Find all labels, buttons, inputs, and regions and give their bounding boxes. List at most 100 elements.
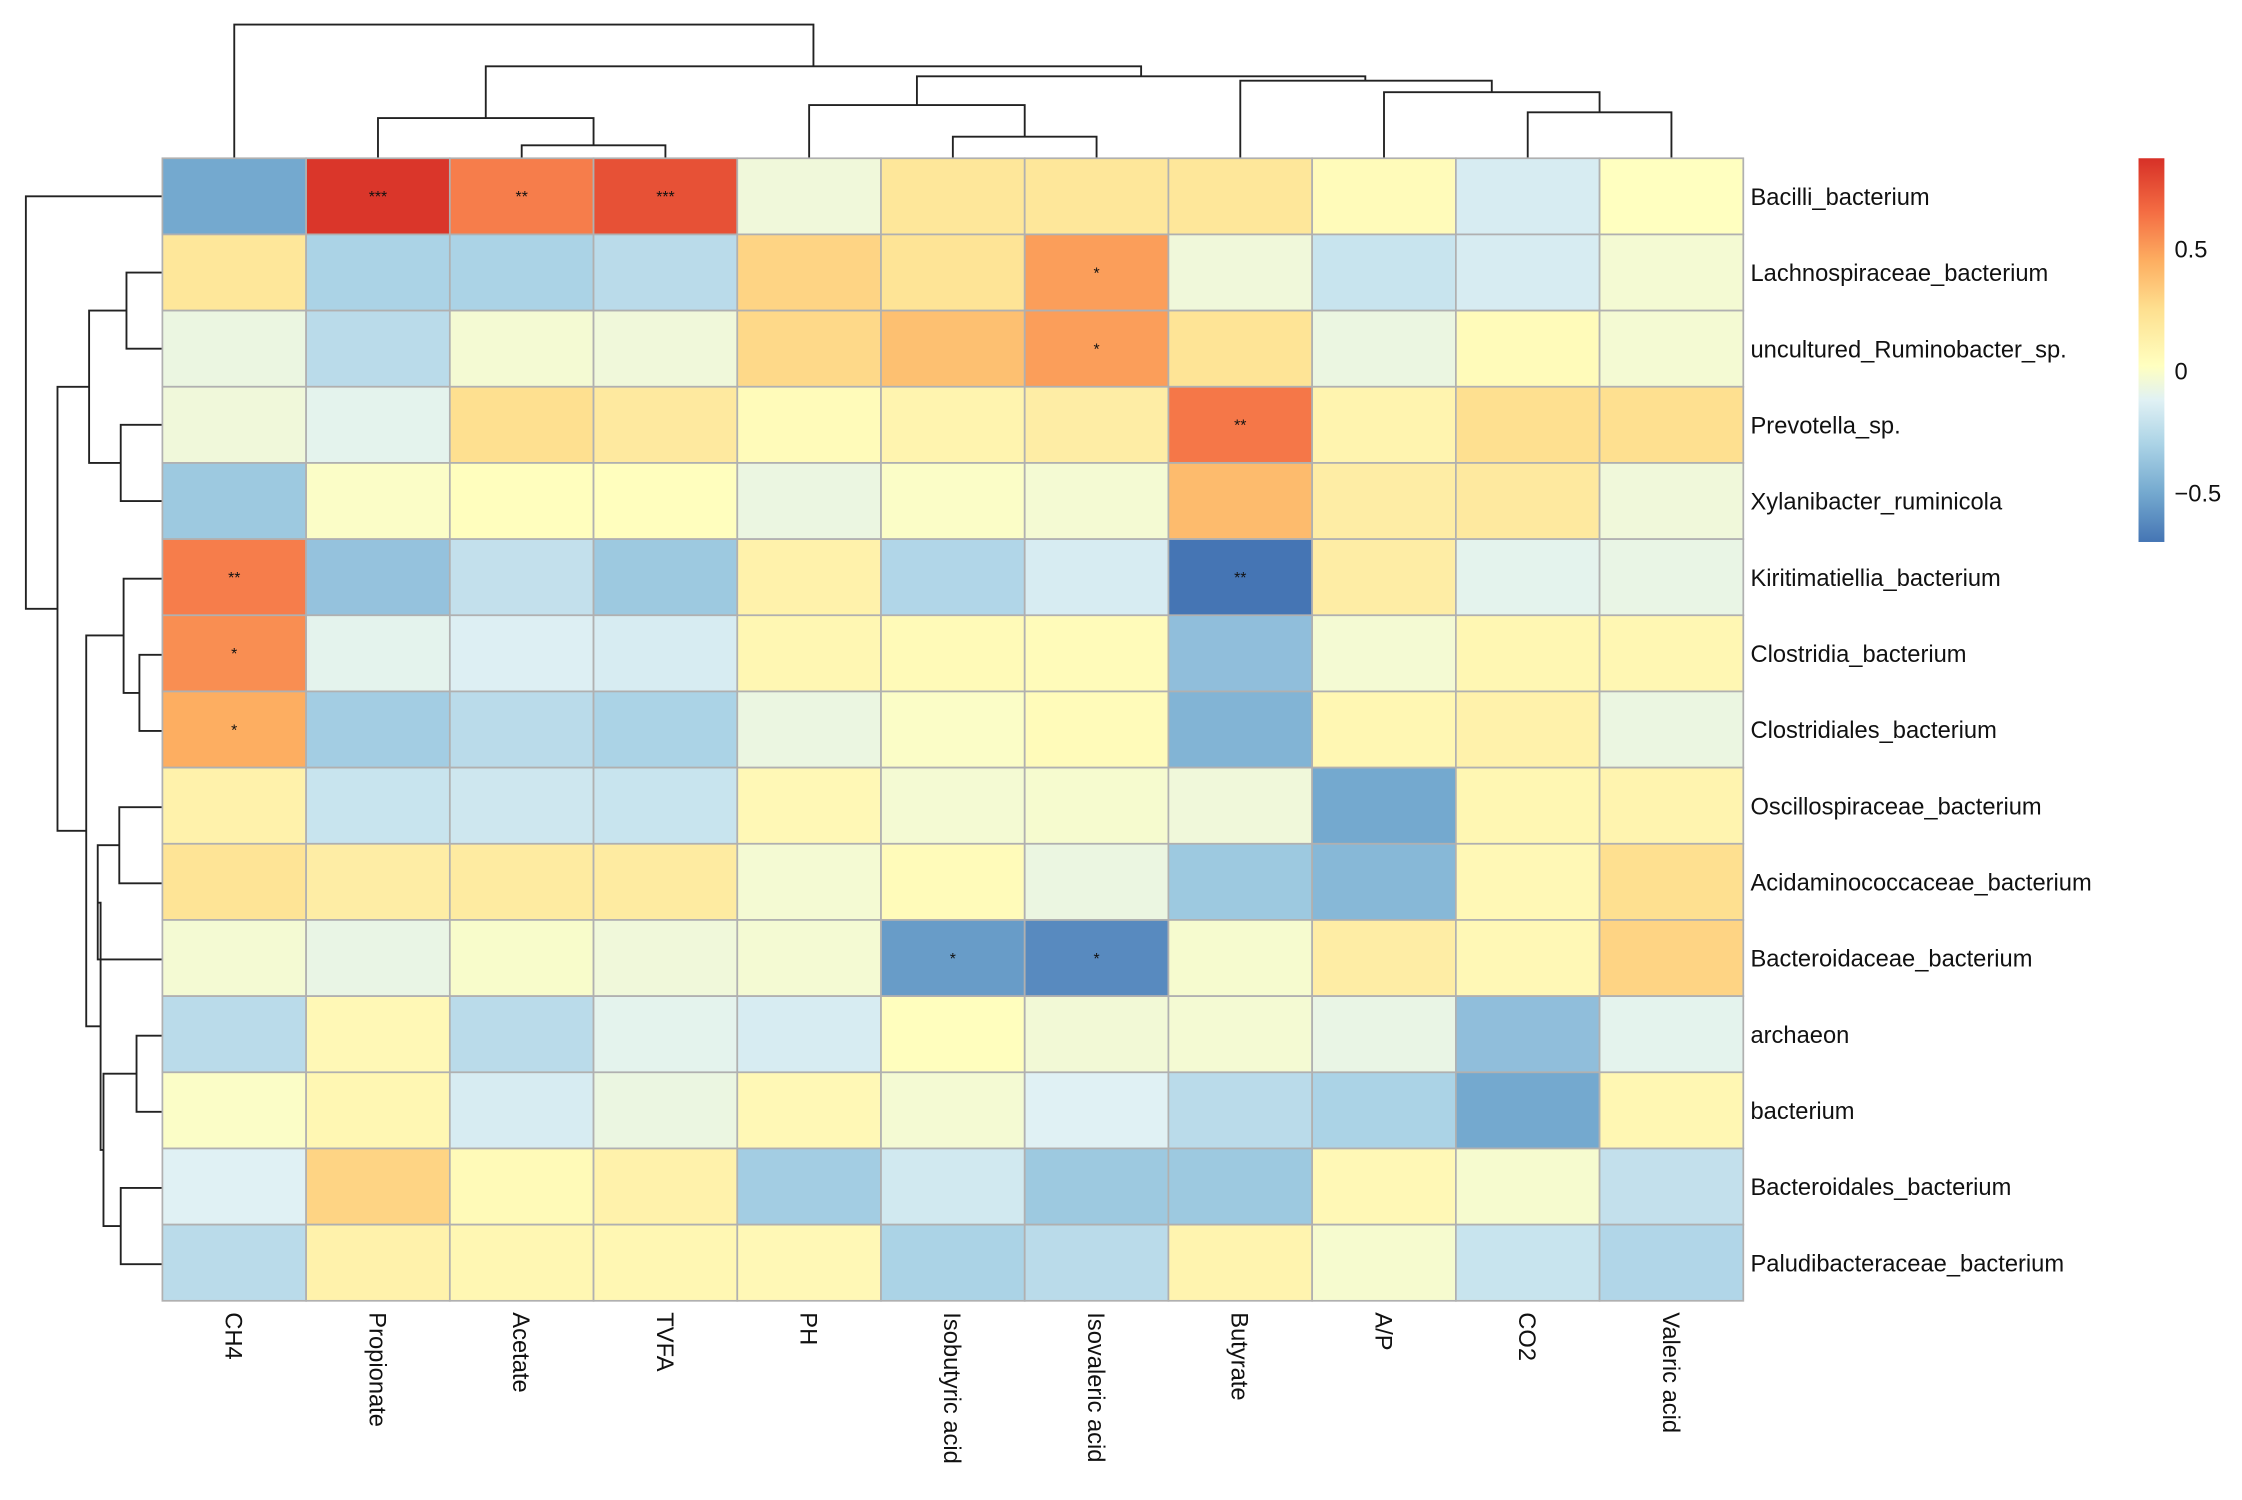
heatmap-cell <box>1598 538 1745 617</box>
heatmap-cell <box>1023 614 1170 693</box>
heatmap-cell <box>448 309 595 388</box>
heatmap-cell <box>161 766 307 845</box>
heatmap-cell <box>1455 690 1601 769</box>
heatmap-cell <box>1023 1071 1170 1150</box>
heatmap-cell <box>448 766 595 845</box>
heatmap-cell <box>880 842 1026 921</box>
heatmap-cell <box>1598 462 1745 540</box>
heatmap-cell <box>161 995 307 1074</box>
heatmap-cell <box>305 995 451 1074</box>
heatmap-cell <box>1167 462 1314 540</box>
row-label: bacterium <box>1750 1099 1854 1125</box>
heatmap-cell <box>1598 919 1745 997</box>
heatmap-cell <box>1598 614 1745 693</box>
row-label: Bacilli_bacterium <box>1750 185 1929 211</box>
heatmap-cell <box>880 614 1026 693</box>
heatmap-cell <box>448 1071 595 1150</box>
heatmap-cell <box>1455 385 1601 464</box>
heatmap-cell <box>1311 462 1457 540</box>
heatmap-cell <box>592 233 739 312</box>
heatmap-cell <box>1455 157 1601 236</box>
heatmap-cell <box>592 919 739 997</box>
heatmap-cell <box>1455 614 1601 693</box>
heatmap-cell <box>736 919 882 997</box>
color-legend: 0.5 0 −0.5 <box>2138 158 2221 542</box>
heatmap-cell <box>1023 842 1170 921</box>
heatmap-cell <box>592 309 739 388</box>
heatmap-cell <box>1167 385 1314 464</box>
heatmap-cell <box>1311 1071 1457 1150</box>
heatmap-cell <box>161 309 307 388</box>
heatmap-cell <box>736 766 882 845</box>
heatmap-cell <box>1598 157 1745 236</box>
heatmap-cell <box>736 157 882 236</box>
heatmap-cell <box>736 1071 882 1150</box>
legend-colorbar <box>2138 158 2165 542</box>
heatmap-cell <box>880 309 1026 388</box>
heatmap-cell <box>1167 233 1314 312</box>
heatmap-cell <box>448 233 595 312</box>
heatmap-cell <box>880 1147 1026 1226</box>
heatmap-cell <box>1311 690 1457 769</box>
heatmap-cell <box>1167 919 1314 997</box>
row-label: Bacteroidales_bacterium <box>1750 1175 2011 1201</box>
column-label: Isovaleric acid <box>1082 1312 1108 1462</box>
row-label: Paludibacteraceae_bacterium <box>1750 1251 2064 1277</box>
heatmap-cell <box>736 1223 882 1302</box>
significance-label: ** <box>1234 418 1246 435</box>
heatmap-cell <box>161 1223 307 1302</box>
heatmap-cell <box>1167 309 1314 388</box>
heatmap-cell <box>1455 919 1601 997</box>
row-label: Clostridia_bacterium <box>1750 642 1966 668</box>
heatmap-cell <box>592 462 739 540</box>
heatmap-cells: *** ** ********* ***** * <box>161 157 1745 1302</box>
heatmap-cell <box>1023 462 1170 540</box>
row-label: Xylanibacter_ruminicola <box>1750 490 2002 516</box>
heatmap-cell <box>592 614 739 693</box>
heatmap-cell <box>305 462 451 540</box>
heatmap-cell <box>448 462 595 540</box>
heatmap-cell <box>1023 538 1170 617</box>
heatmap-cell <box>1311 309 1457 388</box>
significance-label: * <box>231 722 237 739</box>
row-label: archaeon <box>1750 1023 1849 1049</box>
heatmap-cell <box>161 157 307 236</box>
heatmap-cell <box>880 157 1026 236</box>
row-label: uncultured_Ruminobacter_sp. <box>1750 337 2066 363</box>
heatmap-cell <box>880 995 1026 1074</box>
column-label: CH4 <box>220 1312 246 1359</box>
heatmap-cell <box>1023 157 1170 236</box>
heatmap-cell <box>448 157 595 236</box>
heatmap-cell <box>161 1147 307 1226</box>
heatmap-cell <box>448 1223 595 1302</box>
heatmap-cell <box>1311 995 1457 1074</box>
heatmap-cell <box>736 995 882 1074</box>
column-label: TVFA <box>651 1312 677 1371</box>
legend-tick-label: −0.5 <box>2174 482 2221 508</box>
heatmap-cell <box>736 1147 882 1226</box>
significance-label: ** <box>228 570 240 587</box>
heatmap-cell <box>736 842 882 921</box>
heatmap-cell <box>1455 1147 1601 1226</box>
heatmap-cell <box>1598 842 1745 921</box>
heatmap-cell <box>1311 1223 1457 1302</box>
heatmap-cell <box>1598 1071 1745 1150</box>
heatmap-cell <box>1311 157 1457 236</box>
column-label: Butyrate <box>1226 1312 1252 1400</box>
significance-label: * <box>1093 341 1099 358</box>
heatmap-cell <box>1598 309 1745 388</box>
heatmap-cell <box>736 462 882 540</box>
heatmap-cell <box>1598 995 1745 1074</box>
heatmap-cell <box>1455 1071 1601 1150</box>
significance-label: * <box>1093 951 1099 968</box>
heatmap-cell <box>305 614 451 693</box>
heatmap-cell <box>880 1223 1026 1302</box>
heatmap-cell <box>1311 842 1457 921</box>
heatmap-cell <box>1311 919 1457 997</box>
row-label: Bacteroidaceae_bacterium <box>1750 947 2032 973</box>
heatmap-cell <box>1023 1223 1170 1302</box>
heatmap-cell <box>1167 842 1314 921</box>
significance-label: *** <box>656 189 674 206</box>
heatmap-cell <box>448 385 595 464</box>
